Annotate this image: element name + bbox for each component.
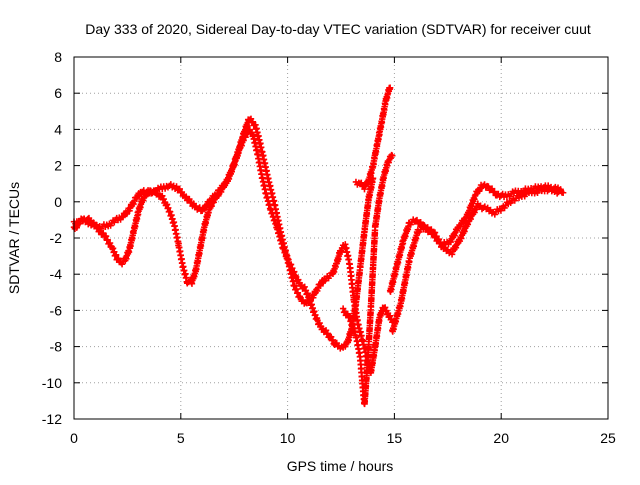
data-point-marker [457, 223, 464, 230]
series-track-a [70, 126, 377, 352]
x-axis-label: GPS time / hours [287, 458, 394, 474]
series-track-c [352, 84, 394, 193]
y-tick-label: 2 [54, 158, 62, 174]
data-point-marker [140, 197, 147, 204]
data-point-marker [476, 187, 483, 195]
x-tick-label: 15 [387, 430, 403, 446]
y-tick-label: -10 [42, 375, 62, 391]
data-point-marker [130, 200, 137, 208]
data-point-marker [310, 294, 317, 301]
y-tick-label: -8 [50, 339, 63, 355]
y-tick-label: 6 [54, 85, 62, 101]
y-tick-label: 8 [54, 49, 62, 65]
data-point-marker [221, 182, 229, 189]
data-point-marker [389, 152, 396, 159]
x-tick-label: 5 [177, 430, 185, 446]
data-layer [70, 84, 567, 408]
y-tick-label: 4 [54, 121, 62, 137]
data-point-marker [344, 310, 351, 317]
data-point-marker [102, 233, 110, 240]
tick-layer: 0 5 10 15 20 25 -12 -10 -8 -6 -4 -2 0 2 4 6 8 [42, 49, 616, 446]
data-point-marker [106, 239, 114, 247]
chart-title: Day 333 of 2020, Sidereal Day-to-day VTE… [85, 21, 591, 37]
series-track-f [389, 185, 565, 335]
data-point-marker [557, 187, 565, 195]
x-tick-label: 25 [600, 430, 616, 446]
y-tick-label: -4 [50, 266, 63, 282]
data-point-marker [126, 207, 133, 215]
y-tick-label: -2 [50, 230, 63, 246]
series-track-b [70, 115, 396, 377]
x-tick-label: 0 [70, 430, 78, 446]
data-point-marker [202, 204, 210, 212]
series-track-d [339, 151, 396, 408]
data-point-marker [314, 287, 321, 295]
data-point-marker [216, 188, 224, 195]
y-tick-label: 0 [54, 194, 62, 210]
x-tick-label: 20 [493, 430, 509, 446]
y-axis-label: SDTVAR / TECUs [6, 182, 22, 294]
data-point-marker [386, 84, 394, 91]
x-tick-label: 10 [280, 430, 296, 446]
data-point-marker [329, 336, 337, 344]
y-tick-label: -6 [50, 302, 63, 318]
grid-layer [74, 57, 608, 419]
y-tick-label: -12 [42, 411, 62, 427]
data-point-marker [491, 188, 498, 195]
